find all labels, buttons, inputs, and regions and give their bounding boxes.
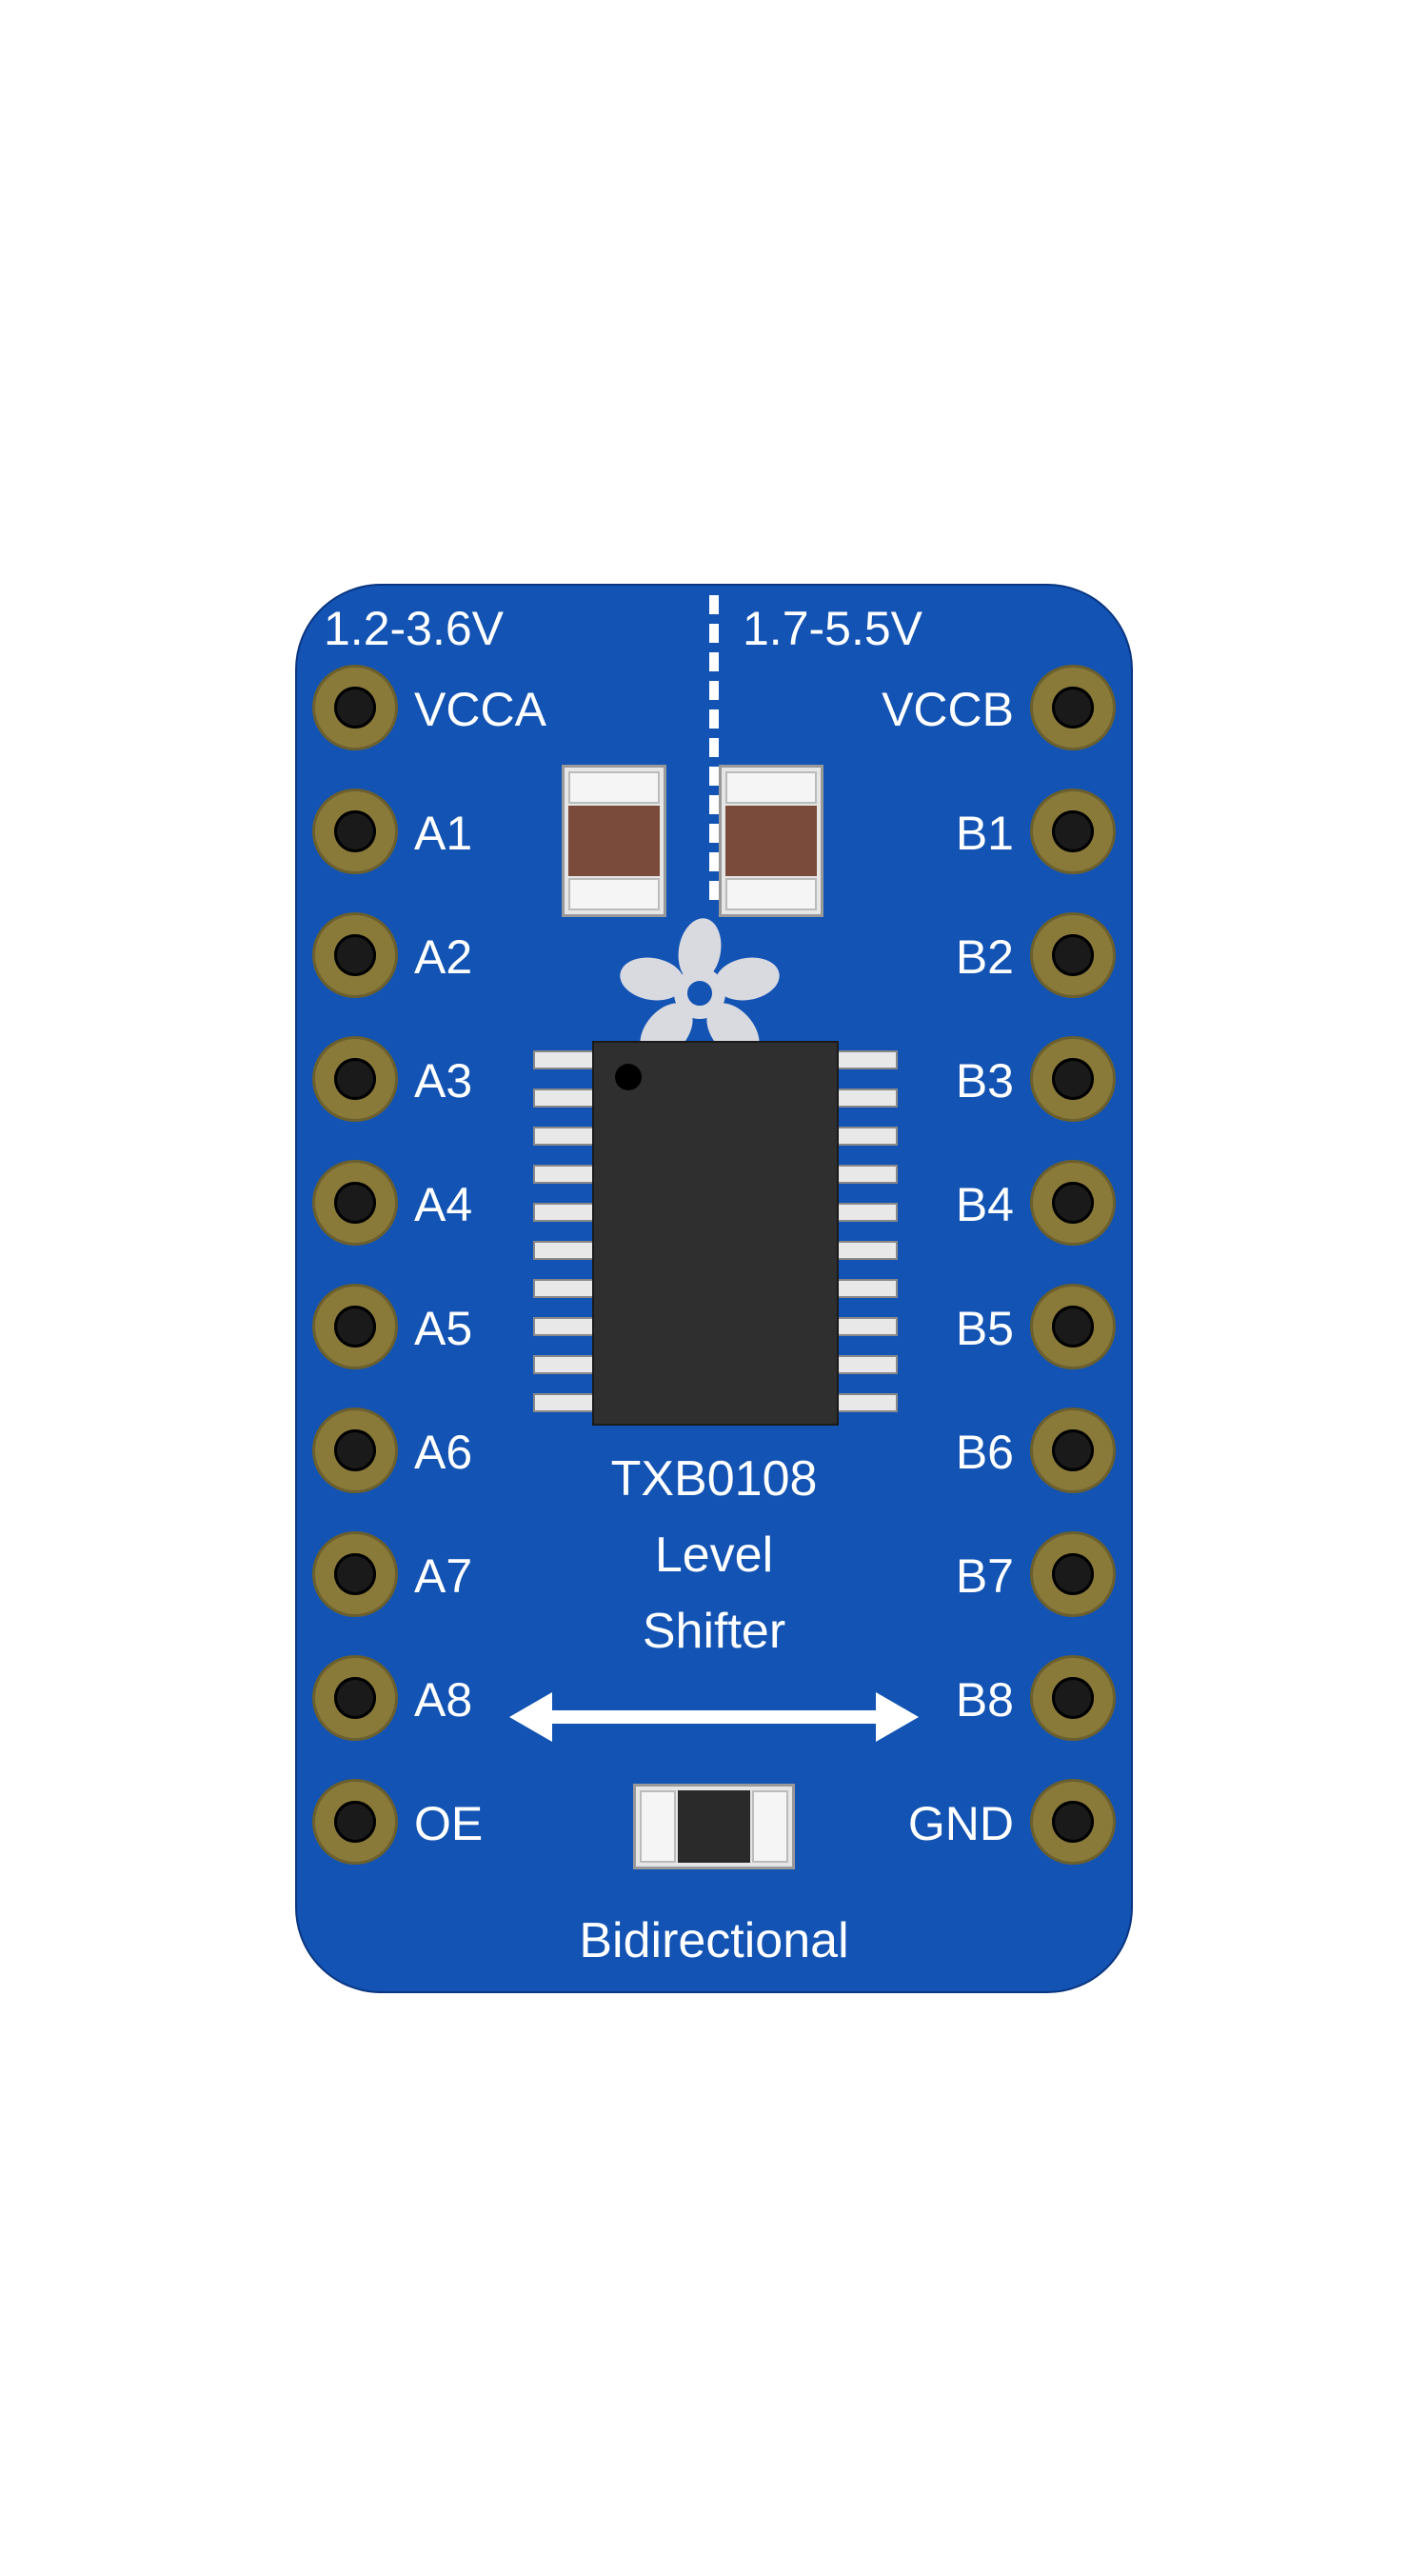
ic-lead	[837, 1279, 898, 1298]
resistor-r1	[633, 1784, 795, 1869]
cap-body	[568, 806, 660, 876]
voltage-range-left: 1.2-3.6V	[324, 601, 504, 656]
ic-lead	[837, 1241, 898, 1260]
res-terminal	[752, 1790, 788, 1863]
pin-label-b8: B8	[956, 1672, 1014, 1727]
chip-part-number: TXB0108	[295, 1450, 1133, 1508]
pcb-stage: 1.2-3.6V 1.7-5.5V VCCAA1A2A3A4A5A6A7A8OE…	[295, 584, 1133, 1993]
chip-desc-line1: Level	[295, 1527, 1133, 1584]
ic-lead	[837, 1203, 898, 1222]
cap-terminal	[568, 771, 660, 804]
pin-label-b2: B2	[956, 929, 1014, 985]
pin-a3	[312, 1036, 398, 1122]
pin-b3	[1030, 1036, 1116, 1122]
bidirectional-label: Bidirectional	[295, 1912, 1133, 1969]
pin-label-a8: A8	[414, 1672, 472, 1727]
ic-lead	[533, 1203, 594, 1222]
pin-label-gnd: GND	[908, 1796, 1014, 1851]
ic-lead	[533, 1393, 594, 1412]
pin-a1	[312, 789, 398, 874]
ic-chip	[592, 1041, 839, 1426]
ic-lead	[533, 1241, 594, 1260]
ic-lead	[837, 1355, 898, 1374]
pin-a8	[312, 1655, 398, 1741]
cap-terminal	[725, 771, 817, 804]
center-dashed-line	[709, 595, 719, 900]
chip-desc-line2: Shifter	[295, 1603, 1133, 1660]
pin-label-b1: B1	[956, 806, 1014, 861]
cap-terminal	[568, 878, 660, 910]
pin-a4	[312, 1160, 398, 1246]
res-body	[678, 1790, 750, 1863]
pin-b1	[1030, 789, 1116, 874]
ic-lead	[837, 1127, 898, 1146]
ic-lead	[533, 1127, 594, 1146]
pin-label-b3: B3	[956, 1053, 1014, 1108]
cap-terminal	[725, 878, 817, 910]
pin-b8	[1030, 1655, 1116, 1741]
pin-label-oe: OE	[414, 1796, 483, 1851]
pin-label-vcca: VCCA	[414, 682, 546, 737]
pin-gnd	[1030, 1779, 1116, 1865]
capacitor-c1	[562, 765, 666, 917]
ic-lead	[533, 1088, 594, 1108]
pin-label-b4: B4	[956, 1177, 1014, 1232]
pin-label-a5: A5	[414, 1301, 472, 1356]
pin-label-a3: A3	[414, 1053, 472, 1108]
pin-b5	[1030, 1284, 1116, 1369]
ic-lead	[837, 1050, 898, 1069]
ic-lead	[837, 1088, 898, 1108]
capacitor-c2	[719, 765, 823, 917]
pin-label-a2: A2	[414, 929, 472, 985]
ic-lead	[533, 1165, 594, 1184]
pin-b2	[1030, 912, 1116, 998]
ic-lead	[837, 1165, 898, 1184]
pin-label-b5: B5	[956, 1301, 1014, 1356]
ic-lead	[533, 1355, 594, 1374]
pin-b4	[1030, 1160, 1116, 1246]
ic-lead	[837, 1317, 898, 1336]
ic-lead	[533, 1317, 594, 1336]
bidirectional-arrow-icon	[509, 1679, 919, 1755]
pin-vccb	[1030, 665, 1116, 750]
pin-a2	[312, 912, 398, 998]
voltage-range-right: 1.7-5.5V	[743, 601, 922, 656]
ic-lead	[837, 1393, 898, 1412]
pin-a5	[312, 1284, 398, 1369]
cap-body	[725, 806, 817, 876]
pin1-dot	[615, 1064, 642, 1090]
pin-oe	[312, 1779, 398, 1865]
pin-label-vccb: VCCB	[882, 682, 1014, 737]
res-terminal	[640, 1790, 676, 1863]
ic-lead	[533, 1050, 594, 1069]
ic-lead	[533, 1279, 594, 1298]
pin-vcca	[312, 665, 398, 750]
pin-label-a1: A1	[414, 806, 472, 861]
pin-label-a4: A4	[414, 1177, 472, 1232]
